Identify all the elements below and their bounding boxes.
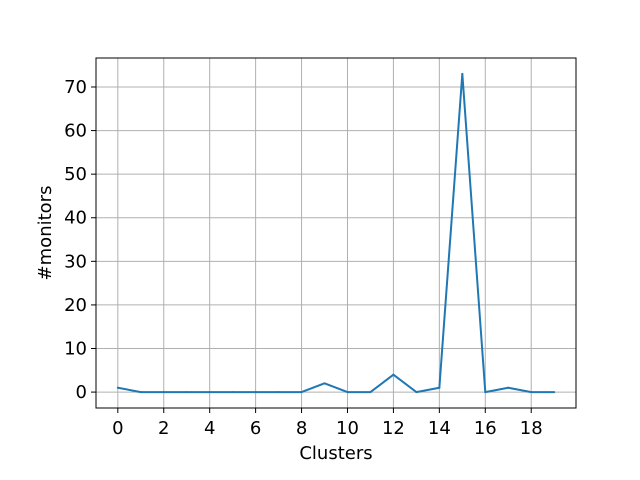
data-point (162, 391, 165, 394)
data-point (553, 391, 556, 394)
data-point (346, 391, 349, 394)
plot-frame (95, 57, 577, 409)
x-tick-label: 14 (428, 418, 451, 439)
x-tick-label: 16 (474, 418, 497, 439)
y-tick-label: 40 (64, 208, 87, 229)
data-point (139, 391, 142, 394)
data-point (208, 391, 211, 394)
x-tick-label: 8 (296, 418, 307, 439)
data-point (323, 382, 326, 385)
data-point (254, 391, 257, 394)
x-tick-label: 4 (204, 418, 215, 439)
data-point (369, 391, 372, 394)
y-tick-label: 0 (76, 382, 87, 403)
series-layer (116, 72, 556, 394)
data-point (484, 391, 487, 394)
y-tick-label: 10 (64, 339, 87, 360)
data-point (116, 386, 119, 389)
data-point (185, 391, 188, 394)
x-tick-label: 12 (382, 418, 405, 439)
data-point (461, 72, 464, 75)
data-point (530, 391, 533, 394)
x-tick-label: 10 (336, 418, 359, 439)
x-axis-label: Clusters (299, 443, 372, 464)
data-point (392, 373, 395, 376)
y-axis-label: #monitors (35, 186, 56, 281)
x-tick-label: 18 (520, 418, 543, 439)
x-tick-label: 2 (158, 418, 169, 439)
y-tick-label: 50 (64, 164, 87, 185)
y-tick-label: 20 (64, 295, 87, 316)
y-axis-ticks: 0 10 20 30 40 50 60 70 (64, 77, 96, 403)
x-tick-label: 0 (112, 418, 123, 439)
data-point (231, 391, 234, 394)
data-point (415, 391, 418, 394)
series-line-0 (117, 72, 555, 394)
x-axis-ticks: 0 2 4 6 8 10 12 14 16 18 (112, 408, 543, 439)
x-tick-label: 6 (250, 418, 261, 439)
y-tick-label: 30 (64, 251, 87, 272)
data-point (277, 391, 280, 394)
grid-lines (96, 58, 576, 408)
data-point (300, 391, 303, 394)
data-point (438, 386, 441, 389)
y-tick-label: 70 (64, 77, 87, 98)
y-tick-label: 60 (64, 121, 87, 142)
data-point (507, 386, 510, 389)
